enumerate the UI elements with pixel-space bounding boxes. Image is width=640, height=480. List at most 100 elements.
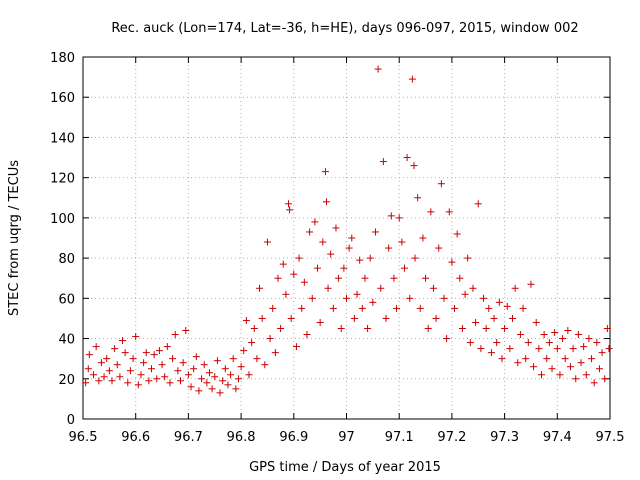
- data-point-marker: [582, 371, 590, 379]
- data-point-marker: [111, 345, 119, 353]
- data-point-marker: [224, 381, 232, 389]
- data-point-marker: [229, 355, 237, 363]
- y-tick-labels: 0 20 40 60 80 100 120 140 160 180: [50, 51, 75, 428]
- data-point-marker: [535, 345, 543, 353]
- data-point-marker: [490, 314, 498, 322]
- data-point-marker: [84, 365, 92, 373]
- data-point-marker: [548, 365, 556, 373]
- data-point-marker: [437, 180, 445, 188]
- data-point-marker: [216, 389, 224, 397]
- data-point-marker: [285, 200, 293, 208]
- data-point-marker: [211, 373, 219, 381]
- x-tick-label: 97.4: [543, 430, 572, 445]
- data-point-marker: [137, 371, 145, 379]
- data-point-marker: [493, 339, 501, 347]
- data-point-marker: [482, 325, 490, 332]
- data-point-marker: [395, 214, 403, 222]
- x-tick-label: 96.8: [227, 430, 256, 445]
- data-point-marker: [469, 284, 477, 292]
- data-point-marker: [263, 238, 271, 246]
- data-point-marker: [266, 335, 274, 343]
- data-point-marker: [408, 75, 416, 83]
- data-point-marker: [366, 254, 374, 262]
- data-point-marker: [119, 337, 127, 345]
- data-point-marker: [593, 339, 601, 347]
- data-point-marker: [174, 367, 182, 375]
- data-point-marker: [303, 331, 311, 339]
- data-point-marker: [540, 331, 548, 339]
- data-point-marker: [601, 375, 609, 383]
- data-point-marker: [205, 369, 213, 377]
- data-point-marker: [158, 361, 166, 369]
- data-point-marker: [406, 294, 414, 302]
- data-point-marker: [348, 234, 356, 242]
- data-point-marker: [232, 385, 240, 393]
- data-point-marker: [361, 274, 369, 282]
- x-tick-label: 97: [338, 430, 355, 445]
- data-point-marker: [422, 274, 430, 282]
- data-point-marker: [105, 367, 113, 375]
- data-point-marker: [350, 314, 358, 322]
- data-point-marker: [522, 355, 530, 363]
- data-point-marker: [256, 284, 264, 292]
- data-point-marker: [116, 373, 124, 381]
- data-point-marker: [134, 381, 142, 389]
- data-point-marker: [569, 345, 577, 353]
- data-point-marker: [90, 371, 98, 379]
- data-point-marker: [145, 377, 153, 385]
- data-point-marker: [327, 250, 335, 258]
- data-point-marker: [100, 373, 108, 381]
- data-point-marker: [124, 379, 132, 387]
- data-point-marker: [516, 331, 524, 339]
- data-point-marker: [605, 345, 613, 353]
- data-point-marker: [179, 359, 187, 367]
- data-markers: [82, 65, 613, 397]
- data-point-marker: [282, 290, 290, 298]
- data-point-marker: [590, 379, 598, 387]
- data-point-marker: [195, 387, 203, 395]
- data-point-marker: [126, 367, 134, 375]
- data-point-marker: [169, 355, 177, 363]
- data-point-marker: [580, 343, 588, 351]
- y-tick-label: 0: [67, 413, 75, 428]
- data-point-marker: [410, 162, 418, 170]
- x-tick-label: 96.5: [69, 430, 98, 445]
- data-point-marker: [245, 371, 253, 379]
- data-point-marker: [140, 359, 148, 367]
- data-point-marker: [311, 218, 319, 226]
- data-point-marker: [306, 228, 314, 236]
- data-point-marker: [503, 302, 511, 310]
- data-point-marker: [551, 329, 559, 337]
- data-point-marker: [527, 280, 535, 288]
- data-point-marker: [382, 314, 390, 322]
- data-point-marker: [545, 339, 553, 347]
- x-tick-label: 97.1: [385, 430, 414, 445]
- data-point-marker: [577, 359, 585, 367]
- data-point-marker: [464, 254, 472, 262]
- data-point-marker: [113, 361, 121, 369]
- data-point-marker: [97, 359, 105, 367]
- data-point-marker: [121, 349, 129, 357]
- data-point-marker: [458, 325, 466, 332]
- data-point-marker: [329, 304, 337, 312]
- data-point-marker: [286, 206, 294, 214]
- data-point-marker: [287, 314, 295, 322]
- data-point-marker: [129, 355, 137, 363]
- data-point-marker: [324, 284, 332, 292]
- data-point-marker: [509, 314, 517, 322]
- data-point-marker: [451, 304, 459, 312]
- data-point-marker: [371, 228, 379, 236]
- data-point-marker: [564, 327, 572, 335]
- data-point-marker: [511, 284, 519, 292]
- data-point-marker: [335, 274, 343, 282]
- data-point-marker: [603, 325, 611, 332]
- data-point-marker: [163, 343, 171, 351]
- data-point-marker: [501, 325, 509, 332]
- data-point-marker: [221, 365, 229, 373]
- data-point-marker: [298, 304, 306, 312]
- x-tick-label: 96.6: [121, 430, 150, 445]
- data-point-marker: [393, 304, 401, 312]
- data-point-marker: [416, 304, 424, 312]
- data-point-marker: [295, 254, 303, 262]
